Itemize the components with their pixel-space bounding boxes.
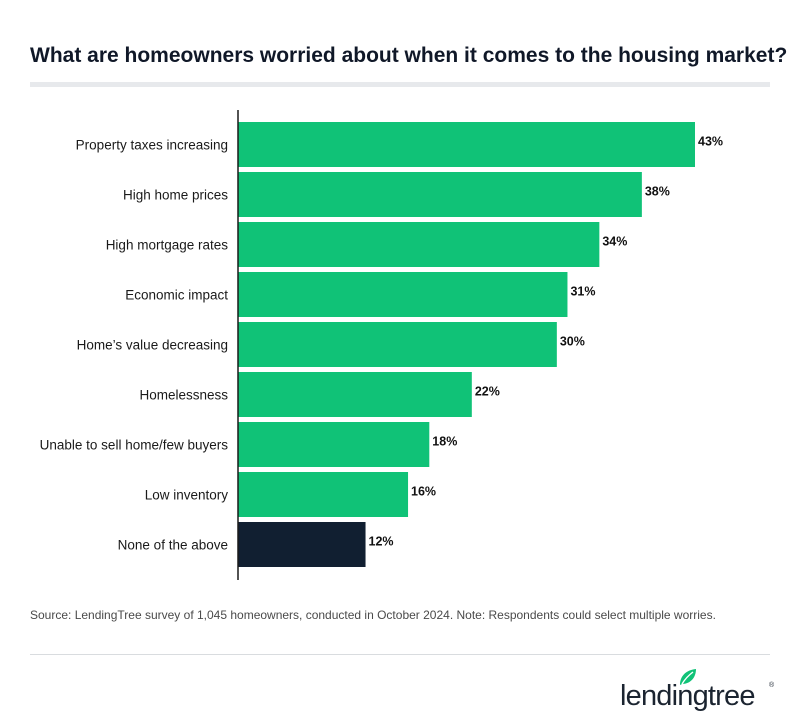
bar bbox=[238, 472, 409, 517]
title-divider bbox=[30, 82, 770, 87]
value-label: 34% bbox=[602, 235, 627, 249]
logo-wordmark: lendingtree bbox=[620, 680, 756, 712]
value-label: 12% bbox=[369, 535, 394, 549]
bar bbox=[238, 122, 695, 167]
category-label: High mortgage rates bbox=[106, 238, 229, 253]
category-label: Property taxes increasing bbox=[76, 138, 228, 153]
chart-title: What are homeowners worried about when i… bbox=[30, 44, 788, 67]
category-label: None of the above bbox=[118, 538, 228, 553]
source-footnote: Source: LendingTree survey of 1,045 home… bbox=[30, 608, 716, 622]
value-label: 18% bbox=[432, 435, 457, 449]
bar bbox=[238, 222, 600, 267]
footer-divider bbox=[30, 654, 770, 655]
value-label: 38% bbox=[645, 185, 670, 199]
category-label: High home prices bbox=[123, 188, 228, 203]
leaf-icon bbox=[680, 669, 696, 685]
value-label: 31% bbox=[570, 285, 595, 299]
bar bbox=[238, 272, 568, 317]
value-label: 43% bbox=[698, 135, 723, 149]
lendingtree-logo: lendingtree ® bbox=[620, 668, 780, 716]
registered-mark: ® bbox=[769, 682, 775, 689]
bar bbox=[238, 422, 430, 467]
value-label: 22% bbox=[475, 385, 500, 399]
category-label: Home’s value decreasing bbox=[77, 338, 228, 353]
bar bbox=[238, 322, 557, 367]
category-label: Low inventory bbox=[145, 488, 229, 503]
category-label: Unable to sell home/few buyers bbox=[40, 438, 229, 453]
bar bbox=[238, 372, 472, 417]
bar bbox=[238, 172, 642, 217]
value-label: 16% bbox=[411, 485, 436, 499]
bar bbox=[238, 522, 366, 567]
bar-chart: Property taxes increasing 43% High home pr… bbox=[40, 110, 723, 580]
category-label: Homelessness bbox=[139, 388, 228, 403]
category-label: Economic impact bbox=[125, 288, 228, 303]
value-label: 30% bbox=[560, 335, 585, 349]
